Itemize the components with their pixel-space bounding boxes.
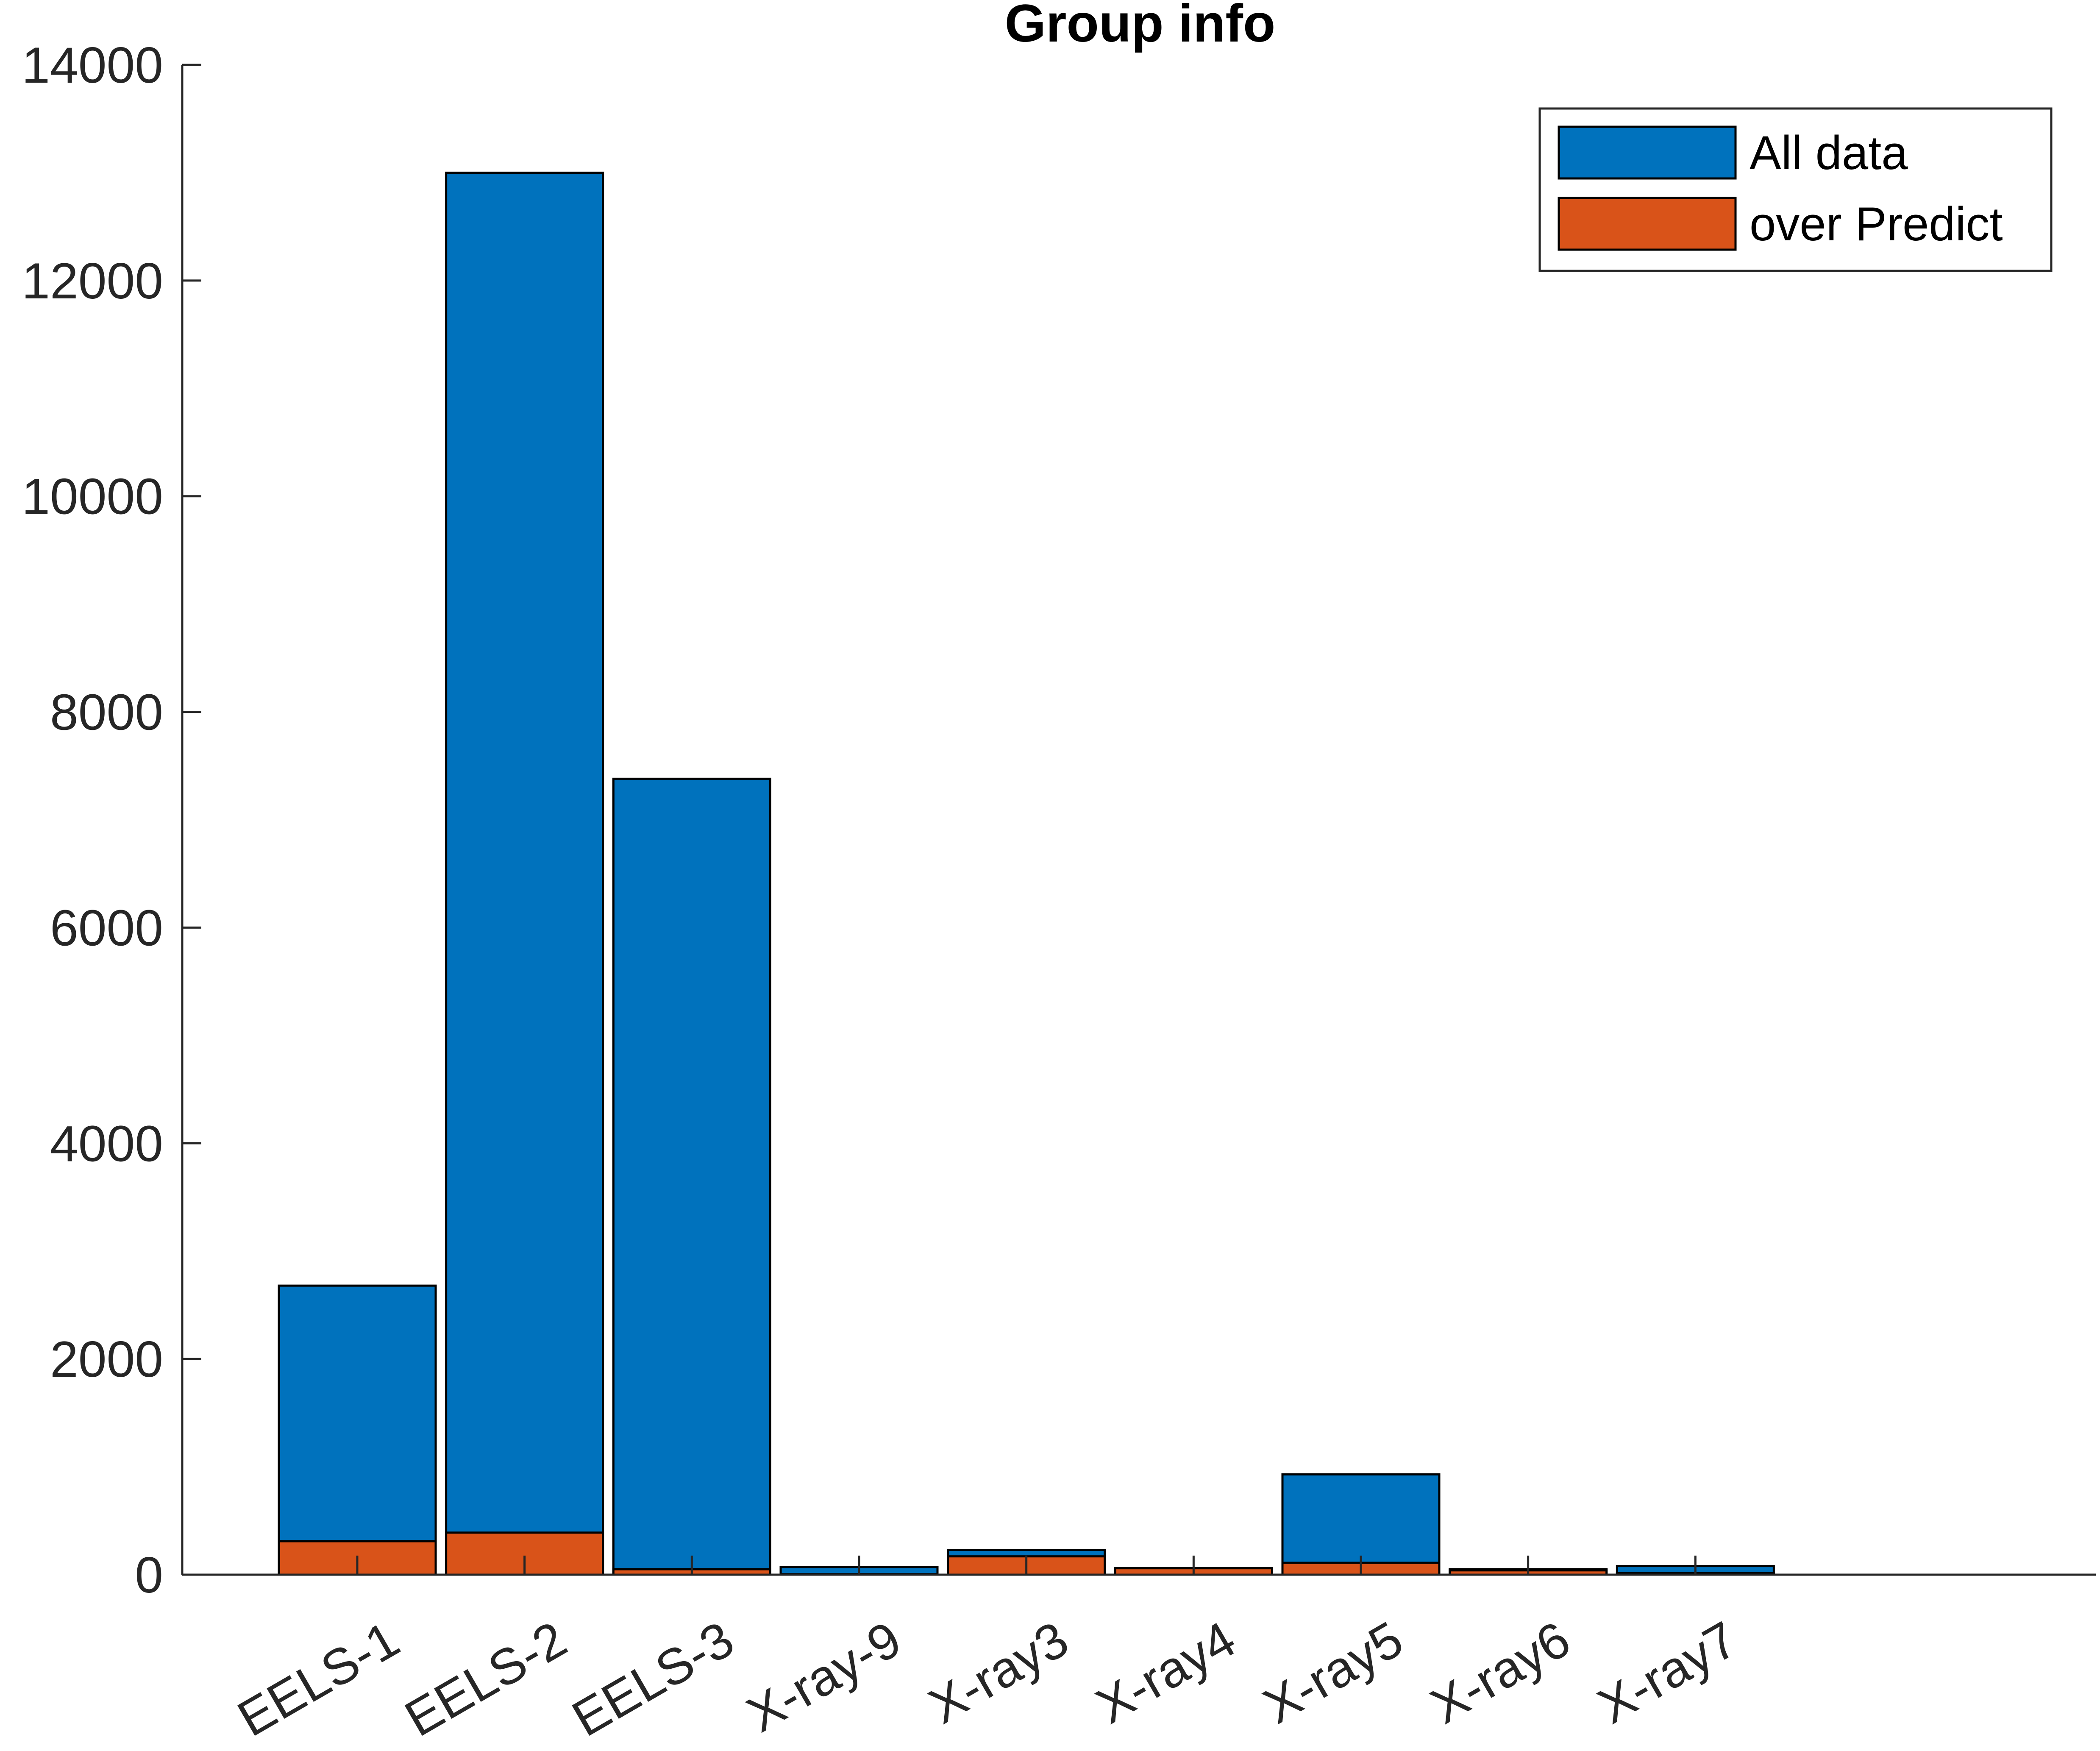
x-tick-label-x-ray7: X-ray7 [1588, 1611, 1747, 1735]
legend-swatch-over-predict [1558, 197, 1737, 251]
y-tick-label: 14000 [22, 37, 163, 94]
y-tick-label: 2000 [50, 1331, 163, 1388]
x-tick-label-x-ray6: X-ray6 [1421, 1611, 1580, 1735]
x-tick-label-eels-2: EELS-2 [396, 1611, 576, 1748]
bar-all-data-eels-3 [612, 777, 771, 1576]
y-tick-label: 8000 [50, 684, 163, 741]
legend-label-over-predict: over Predict [1750, 198, 2003, 251]
legend-swatch-all-data [1558, 125, 1737, 180]
y-tick-label: 12000 [22, 253, 163, 309]
bar-all-data-eels-2 [445, 171, 604, 1576]
legend-label-all-data: All data [1750, 126, 1908, 179]
y-tick-label: 6000 [50, 899, 163, 956]
x-tick-label-x-ray4: X-ray4 [1087, 1611, 1245, 1735]
y-tick-label: 10000 [22, 468, 163, 525]
x-tick-label-eels-1: EELS-1 [228, 1611, 409, 1748]
x-tick-label-x-ray-9: X-ray-9 [737, 1611, 910, 1743]
legend: All data over Predict [1538, 107, 2053, 272]
x-tick-label-x-ray5: X-ray5 [1254, 1611, 1412, 1735]
y-tick-label: 0 [135, 1547, 163, 1603]
bar-all-data-eels-1 [278, 1284, 437, 1576]
chart-title: Group info [1005, 0, 1276, 53]
x-tick-label-eels-3: EELS-3 [563, 1611, 743, 1748]
bars-layer [278, 171, 1775, 1576]
x-tick-label-x-ray3: X-ray3 [920, 1611, 1078, 1735]
y-tick-label: 4000 [50, 1115, 163, 1172]
